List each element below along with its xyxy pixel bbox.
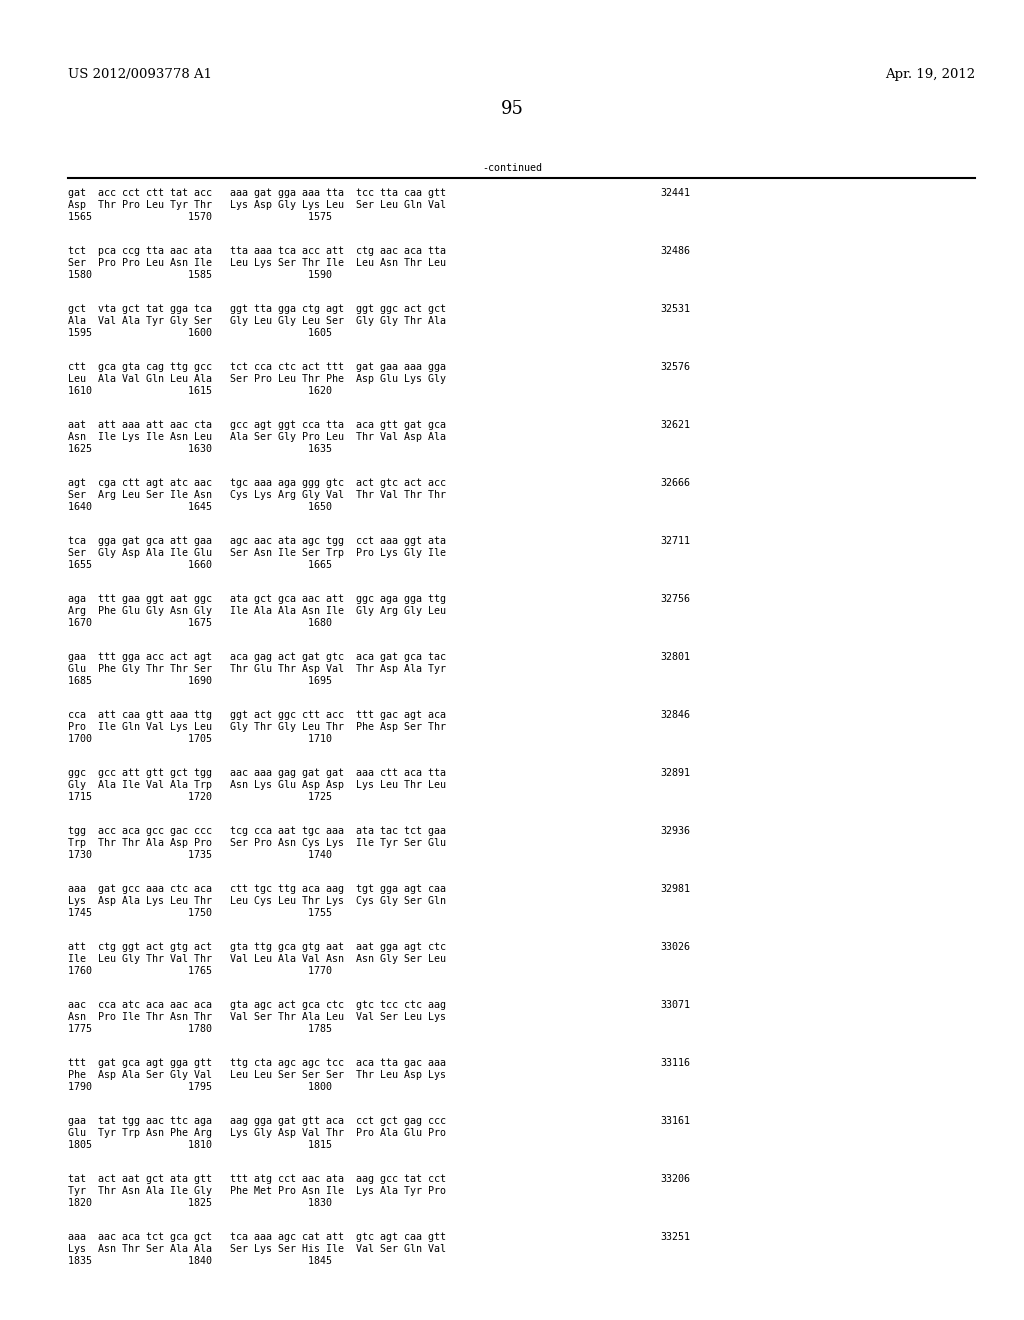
- Text: Leu  Ala Val Gln Leu Ala   Ser Pro Leu Thr Phe  Asp Glu Lys Gly: Leu Ala Val Gln Leu Ala Ser Pro Leu Thr …: [68, 374, 446, 384]
- Text: ttt  gat gca agt gga gtt   ttg cta agc agc tcc  aca tta gac aaa: ttt gat gca agt gga gtt ttg cta agc agc …: [68, 1059, 446, 1068]
- Text: aga  ttt gaa ggt aat ggc   ata gct gca aac att  ggc aga gga ttg: aga ttt gaa ggt aat ggc ata gct gca aac …: [68, 594, 446, 605]
- Text: Lys  Asp Ala Lys Leu Thr   Leu Cys Leu Thr Lys  Cys Gly Ser Gln: Lys Asp Ala Lys Leu Thr Leu Cys Leu Thr …: [68, 896, 446, 906]
- Text: 32486: 32486: [660, 246, 690, 256]
- Text: 32846: 32846: [660, 710, 690, 719]
- Text: 1595                1600                1605: 1595 1600 1605: [68, 327, 332, 338]
- Text: 1625                1630                1635: 1625 1630 1635: [68, 444, 332, 454]
- Text: gat  acc cct ctt tat acc   aaa gat gga aaa tta  tcc tta caa gtt: gat acc cct ctt tat acc aaa gat gga aaa …: [68, 187, 446, 198]
- Text: Gly  Ala Ile Val Ala Trp   Asn Lys Glu Asp Asp  Lys Leu Thr Leu: Gly Ala Ile Val Ala Trp Asn Lys Glu Asp …: [68, 780, 446, 789]
- Text: 1610                1615                1620: 1610 1615 1620: [68, 385, 332, 396]
- Text: 1670                1675                1680: 1670 1675 1680: [68, 618, 332, 628]
- Text: 33206: 33206: [660, 1173, 690, 1184]
- Text: Tyr  Thr Asn Ala Ile Gly   Phe Met Pro Asn Ile  Lys Ala Tyr Pro: Tyr Thr Asn Ala Ile Gly Phe Met Pro Asn …: [68, 1185, 446, 1196]
- Text: 32711: 32711: [660, 536, 690, 546]
- Text: 32666: 32666: [660, 478, 690, 488]
- Text: 33251: 33251: [660, 1232, 690, 1242]
- Text: att  ctg ggt act gtg act   gta ttg gca gtg aat  aat gga agt ctc: att ctg ggt act gtg act gta ttg gca gtg …: [68, 942, 446, 952]
- Text: Arg  Phe Glu Gly Asn Gly   Ile Ala Ala Asn Ile  Gly Arg Gly Leu: Arg Phe Glu Gly Asn Gly Ile Ala Ala Asn …: [68, 606, 446, 616]
- Text: aac  cca atc aca aac aca   gta agc act gca ctc  gtc tcc ctc aag: aac cca atc aca aac aca gta agc act gca …: [68, 1001, 446, 1010]
- Text: 33071: 33071: [660, 1001, 690, 1010]
- Text: 1700                1705                1710: 1700 1705 1710: [68, 734, 332, 744]
- Text: 1655                1660                1665: 1655 1660 1665: [68, 560, 332, 570]
- Text: Ala  Val Ala Tyr Gly Ser   Gly Leu Gly Leu Ser  Gly Gly Thr Ala: Ala Val Ala Tyr Gly Ser Gly Leu Gly Leu …: [68, 315, 446, 326]
- Text: 32981: 32981: [660, 884, 690, 894]
- Text: 33026: 33026: [660, 942, 690, 952]
- Text: 33116: 33116: [660, 1059, 690, 1068]
- Text: gaa  tat tgg aac ttc aga   aag gga gat gtt aca  cct gct gag ccc: gaa tat tgg aac ttc aga aag gga gat gtt …: [68, 1115, 446, 1126]
- Text: 32801: 32801: [660, 652, 690, 663]
- Text: 32891: 32891: [660, 768, 690, 777]
- Text: 1760                1765                1770: 1760 1765 1770: [68, 966, 332, 975]
- Text: Glu  Tyr Trp Asn Phe Arg   Lys Gly Asp Val Thr  Pro Ala Glu Pro: Glu Tyr Trp Asn Phe Arg Lys Gly Asp Val …: [68, 1129, 446, 1138]
- Text: tca  gga gat gca att gaa   agc aac ata agc tgg  cct aaa ggt ata: tca gga gat gca att gaa agc aac ata agc …: [68, 536, 446, 546]
- Text: 1730                1735                1740: 1730 1735 1740: [68, 850, 332, 861]
- Text: Pro  Ile Gln Val Lys Leu   Gly Thr Gly Leu Thr  Phe Asp Ser Thr: Pro Ile Gln Val Lys Leu Gly Thr Gly Leu …: [68, 722, 446, 733]
- Text: tat  act aat gct ata gtt   ttt atg cct aac ata  aag gcc tat cct: tat act aat gct ata gtt ttt atg cct aac …: [68, 1173, 446, 1184]
- Text: ctt  gca gta cag ttg gcc   tct cca ctc act ttt  gat gaa aaa gga: ctt gca gta cag ttg gcc tct cca ctc act …: [68, 362, 446, 372]
- Text: 1565                1570                1575: 1565 1570 1575: [68, 213, 332, 222]
- Text: 95: 95: [501, 100, 523, 117]
- Text: 1835                1840                1845: 1835 1840 1845: [68, 1257, 332, 1266]
- Text: gct  vta gct tat gga tca   ggt tta gga ctg agt  ggt ggc act gct: gct vta gct tat gga tca ggt tta gga ctg …: [68, 304, 446, 314]
- Text: aaa  aac aca tct gca gct   tca aaa agc cat att  gtc agt caa gtt: aaa aac aca tct gca gct tca aaa agc cat …: [68, 1232, 446, 1242]
- Text: Ile  Leu Gly Thr Val Thr   Val Leu Ala Val Asn  Asn Gly Ser Leu: Ile Leu Gly Thr Val Thr Val Leu Ala Val …: [68, 954, 446, 964]
- Text: Glu  Phe Gly Thr Thr Ser   Thr Glu Thr Asp Val  Thr Asp Ala Tyr: Glu Phe Gly Thr Thr Ser Thr Glu Thr Asp …: [68, 664, 446, 675]
- Text: Asn  Ile Lys Ile Asn Leu   Ala Ser Gly Pro Leu  Thr Val Asp Ala: Asn Ile Lys Ile Asn Leu Ala Ser Gly Pro …: [68, 432, 446, 442]
- Text: Ser  Arg Leu Ser Ile Asn   Cys Lys Arg Gly Val  Thr Val Thr Thr: Ser Arg Leu Ser Ile Asn Cys Lys Arg Gly …: [68, 490, 446, 500]
- Text: aat  att aaa att aac cta   gcc agt ggt cca tta  aca gtt gat gca: aat att aaa att aac cta gcc agt ggt cca …: [68, 420, 446, 430]
- Text: 1820                1825                1830: 1820 1825 1830: [68, 1199, 332, 1208]
- Text: 1790                1795                1800: 1790 1795 1800: [68, 1082, 332, 1092]
- Text: 1805                1810                1815: 1805 1810 1815: [68, 1140, 332, 1150]
- Text: -continued: -continued: [482, 162, 542, 173]
- Text: Ser  Pro Pro Leu Asn Ile   Leu Lys Ser Thr Ile  Leu Asn Thr Leu: Ser Pro Pro Leu Asn Ile Leu Lys Ser Thr …: [68, 257, 446, 268]
- Text: 32936: 32936: [660, 826, 690, 836]
- Text: 32576: 32576: [660, 362, 690, 372]
- Text: Ser  Gly Asp Ala Ile Glu   Ser Asn Ile Ser Trp  Pro Lys Gly Ile: Ser Gly Asp Ala Ile Glu Ser Asn Ile Ser …: [68, 548, 446, 558]
- Text: tct  pca ccg tta aac ata   tta aaa tca acc att  ctg aac aca tta: tct pca ccg tta aac ata tta aaa tca acc …: [68, 246, 446, 256]
- Text: 1640                1645                1650: 1640 1645 1650: [68, 502, 332, 512]
- Text: 32756: 32756: [660, 594, 690, 605]
- Text: Phe  Asp Ala Ser Gly Val   Leu Leu Ser Ser Ser  Thr Leu Asp Lys: Phe Asp Ala Ser Gly Val Leu Leu Ser Ser …: [68, 1071, 446, 1080]
- Text: 1775                1780                1785: 1775 1780 1785: [68, 1024, 332, 1034]
- Text: 1685                1690                1695: 1685 1690 1695: [68, 676, 332, 686]
- Text: aaa  gat gcc aaa ctc aca   ctt tgc ttg aca aag  tgt gga agt caa: aaa gat gcc aaa ctc aca ctt tgc ttg aca …: [68, 884, 446, 894]
- Text: Apr. 19, 2012: Apr. 19, 2012: [885, 69, 975, 81]
- Text: Asn  Pro Ile Thr Asn Thr   Val Ser Thr Ala Leu  Val Ser Leu Lys: Asn Pro Ile Thr Asn Thr Val Ser Thr Ala …: [68, 1012, 446, 1022]
- Text: 1580                1585                1590: 1580 1585 1590: [68, 271, 332, 280]
- Text: Lys  Asn Thr Ser Ala Ala   Ser Lys Ser His Ile  Val Ser Gln Val: Lys Asn Thr Ser Ala Ala Ser Lys Ser His …: [68, 1243, 446, 1254]
- Text: tgg  acc aca gcc gac ccc   tcg cca aat tgc aaa  ata tac tct gaa: tgg acc aca gcc gac ccc tcg cca aat tgc …: [68, 826, 446, 836]
- Text: agt  cga ctt agt atc aac   tgc aaa aga ggg gtc  act gtc act acc: agt cga ctt agt atc aac tgc aaa aga ggg …: [68, 478, 446, 488]
- Text: Trp  Thr Thr Ala Asp Pro   Ser Pro Asn Cys Lys  Ile Tyr Ser Glu: Trp Thr Thr Ala Asp Pro Ser Pro Asn Cys …: [68, 838, 446, 847]
- Text: 33161: 33161: [660, 1115, 690, 1126]
- Text: 32441: 32441: [660, 187, 690, 198]
- Text: 1745                1750                1755: 1745 1750 1755: [68, 908, 332, 917]
- Text: cca  att caa gtt aaa ttg   ggt act ggc ctt acc  ttt gac agt aca: cca att caa gtt aaa ttg ggt act ggc ctt …: [68, 710, 446, 719]
- Text: ggc  gcc att gtt gct tgg   aac aaa gag gat gat  aaa ctt aca tta: ggc gcc att gtt gct tgg aac aaa gag gat …: [68, 768, 446, 777]
- Text: 1715                1720                1725: 1715 1720 1725: [68, 792, 332, 803]
- Text: Asp  Thr Pro Leu Tyr Thr   Lys Asp Gly Lys Leu  Ser Leu Gln Val: Asp Thr Pro Leu Tyr Thr Lys Asp Gly Lys …: [68, 201, 446, 210]
- Text: US 2012/0093778 A1: US 2012/0093778 A1: [68, 69, 212, 81]
- Text: 32621: 32621: [660, 420, 690, 430]
- Text: 32531: 32531: [660, 304, 690, 314]
- Text: gaa  ttt gga acc act agt   aca gag act gat gtc  aca gat gca tac: gaa ttt gga acc act agt aca gag act gat …: [68, 652, 446, 663]
